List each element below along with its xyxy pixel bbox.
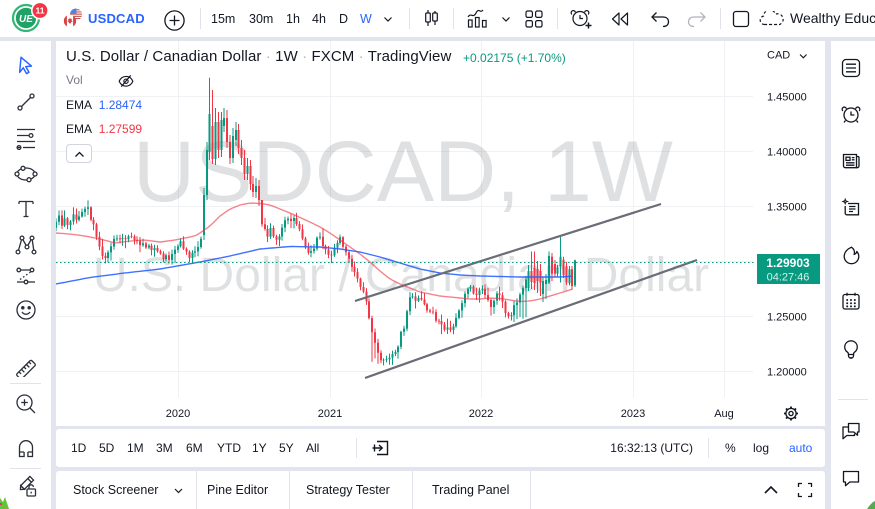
svg-text:11: 11	[35, 6, 44, 16]
svg-text:1.20000: 1.20000	[767, 367, 807, 379]
svg-text:Aug: Aug	[714, 408, 734, 420]
svg-text:1.40000: 1.40000	[767, 147, 807, 159]
svg-text:U.S. Dollar / Canadian Dollar: U.S. Dollar / Canadian Dollar	[93, 249, 709, 302]
svg-text:2021: 2021	[318, 408, 342, 420]
svg-text:USDCAD, 1W: USDCAD, 1W	[133, 124, 673, 220]
svg-text:2022: 2022	[469, 408, 493, 420]
svg-text:UE: UE	[19, 14, 33, 25]
svg-text:1.29903: 1.29903	[766, 256, 810, 270]
svg-text:1.25000: 1.25000	[767, 312, 807, 324]
svg-text:1.45000: 1.45000	[767, 92, 807, 104]
svg-text:2020: 2020	[166, 408, 190, 420]
svg-text:1.35000: 1.35000	[767, 202, 807, 214]
svg-text:04:27:46: 04:27:46	[767, 272, 810, 284]
svg-text:CAD: CAD	[767, 50, 790, 62]
svg-text:2023: 2023	[621, 408, 645, 420]
